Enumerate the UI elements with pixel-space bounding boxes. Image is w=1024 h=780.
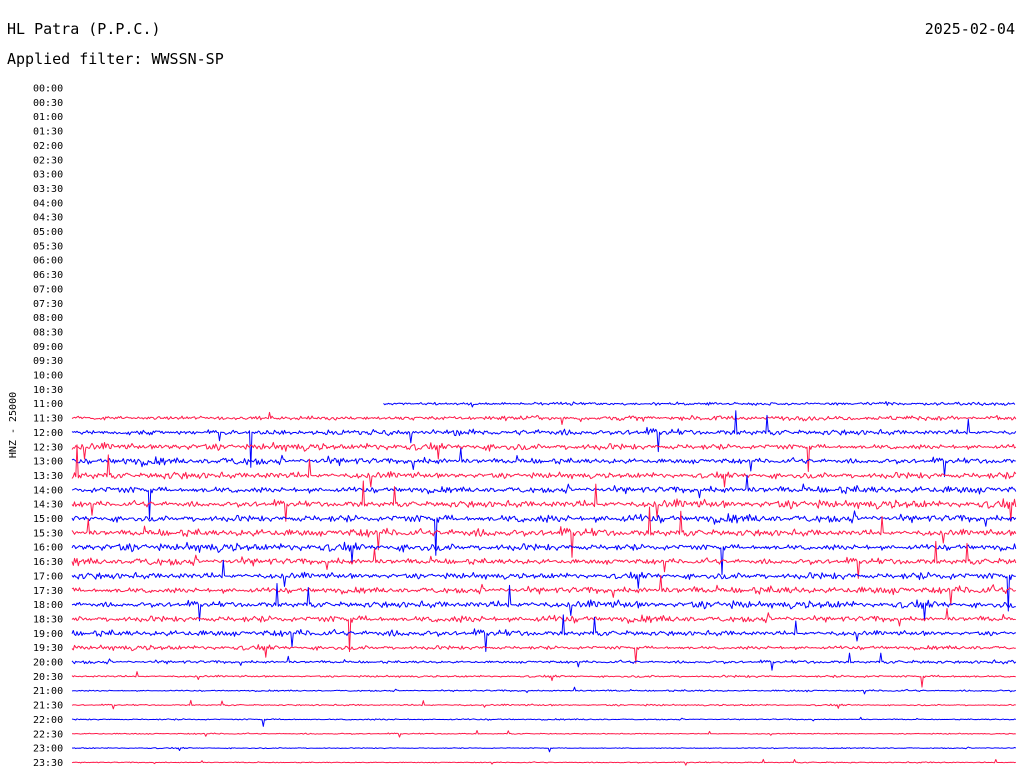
- row-label-0330: 03:30: [33, 184, 63, 195]
- row-label-1130: 11:30: [33, 414, 63, 425]
- station-title: HL Patra (P.P.C.): [7, 20, 161, 38]
- row-label-2230: 22:30: [33, 729, 63, 740]
- trace-1600: [71, 541, 1017, 575]
- row-label-1930: 19:30: [33, 643, 63, 654]
- trace-1330: [71, 444, 1017, 488]
- row-label-0600: 06:00: [33, 256, 63, 267]
- row-label-2200: 22:00: [33, 715, 63, 726]
- row-label-1530: 15:30: [33, 528, 63, 539]
- trace-1100: [383, 401, 1016, 408]
- row-label-1900: 19:00: [33, 629, 63, 640]
- row-label-0830: 08:30: [33, 327, 63, 338]
- row-label-1700: 17:00: [33, 571, 63, 582]
- row-label-0030: 00:30: [33, 98, 63, 109]
- y-axis-label: HNZ - 25000: [8, 392, 19, 458]
- trace-1230: [71, 441, 1017, 472]
- trace-1900: [71, 614, 1016, 652]
- row-label-1830: 18:30: [33, 614, 63, 625]
- row-label-0230: 02:30: [33, 155, 63, 166]
- trace-1830: [71, 608, 1016, 653]
- trace-1930: [71, 644, 1016, 664]
- row-label-2330: 23:30: [33, 758, 63, 769]
- trace-2200: [71, 716, 1016, 727]
- trace-2000: [71, 652, 1017, 671]
- trace-2030: [71, 671, 1016, 688]
- trace-2100: [71, 686, 1016, 695]
- row-label-1730: 17:30: [33, 586, 63, 597]
- row-label-1300: 13:00: [33, 457, 63, 468]
- row-label-1600: 16:00: [33, 543, 63, 554]
- trace-1430: [71, 480, 1017, 522]
- row-label-1400: 14:00: [33, 485, 63, 496]
- row-label-1230: 12:30: [33, 442, 63, 453]
- trace-2300: [71, 746, 1016, 753]
- row-label-1030: 10:30: [33, 385, 63, 396]
- row-label-1500: 15:00: [33, 514, 63, 525]
- row-label-0430: 04:30: [33, 213, 63, 224]
- row-label-2100: 21:00: [33, 686, 63, 697]
- row-label-0800: 08:00: [33, 313, 63, 324]
- row-label-1330: 13:30: [33, 471, 63, 482]
- row-label-1800: 18:00: [33, 600, 63, 611]
- row-label-1630: 16:30: [33, 557, 63, 568]
- row-label-0700: 07:00: [33, 284, 63, 295]
- trace-1300: [71, 447, 1016, 478]
- trace-2130: [71, 699, 1016, 710]
- trace-1130: [71, 411, 1017, 425]
- row-label-0400: 04:00: [33, 198, 63, 209]
- row-label-1200: 12:00: [33, 428, 63, 439]
- row-label-0900: 09:00: [33, 342, 63, 353]
- row-label-2300: 23:00: [33, 744, 63, 755]
- row-label-0300: 03:00: [33, 170, 63, 181]
- trace-2330: [71, 758, 1016, 766]
- trace-1400: [71, 474, 1017, 520]
- row-label-0500: 05:00: [33, 227, 63, 238]
- trace-1500: [71, 510, 1017, 556]
- row-label-0100: 01:00: [33, 112, 63, 123]
- trace-1530: [71, 506, 1017, 558]
- trace-2230: [71, 730, 1016, 738]
- trace-1730: [71, 575, 1017, 606]
- row-label-1100: 11:00: [33, 399, 63, 410]
- row-label-0130: 01:30: [33, 127, 63, 138]
- row-label-0200: 02:00: [33, 141, 63, 152]
- row-label-2000: 20:00: [33, 658, 63, 669]
- row-label-0730: 07:30: [33, 299, 63, 310]
- row-label-0630: 06:30: [33, 270, 63, 281]
- row-label-2130: 21:30: [33, 701, 63, 712]
- row-label-group: 00:00 00:30 01:00 01:30 02:00 02:30 03:00 03:30…: [33, 84, 63, 769]
- trace-1800: [71, 583, 1016, 622]
- row-label-2030: 20:30: [33, 672, 63, 683]
- row-label-1430: 14:30: [33, 500, 63, 511]
- trace-1200: [71, 410, 1017, 468]
- row-label-0930: 09:30: [33, 356, 63, 367]
- row-label-0530: 05:30: [33, 241, 63, 252]
- filter-label: Applied filter: WWSSN-SP: [7, 50, 224, 68]
- row-label-1000: 10:00: [33, 371, 63, 382]
- row-label-0000: 00:00: [33, 84, 63, 95]
- date-label: 2025-02-04: [924, 20, 1015, 38]
- trace-group: [71, 401, 1017, 766]
- trace-1700: [71, 559, 1016, 612]
